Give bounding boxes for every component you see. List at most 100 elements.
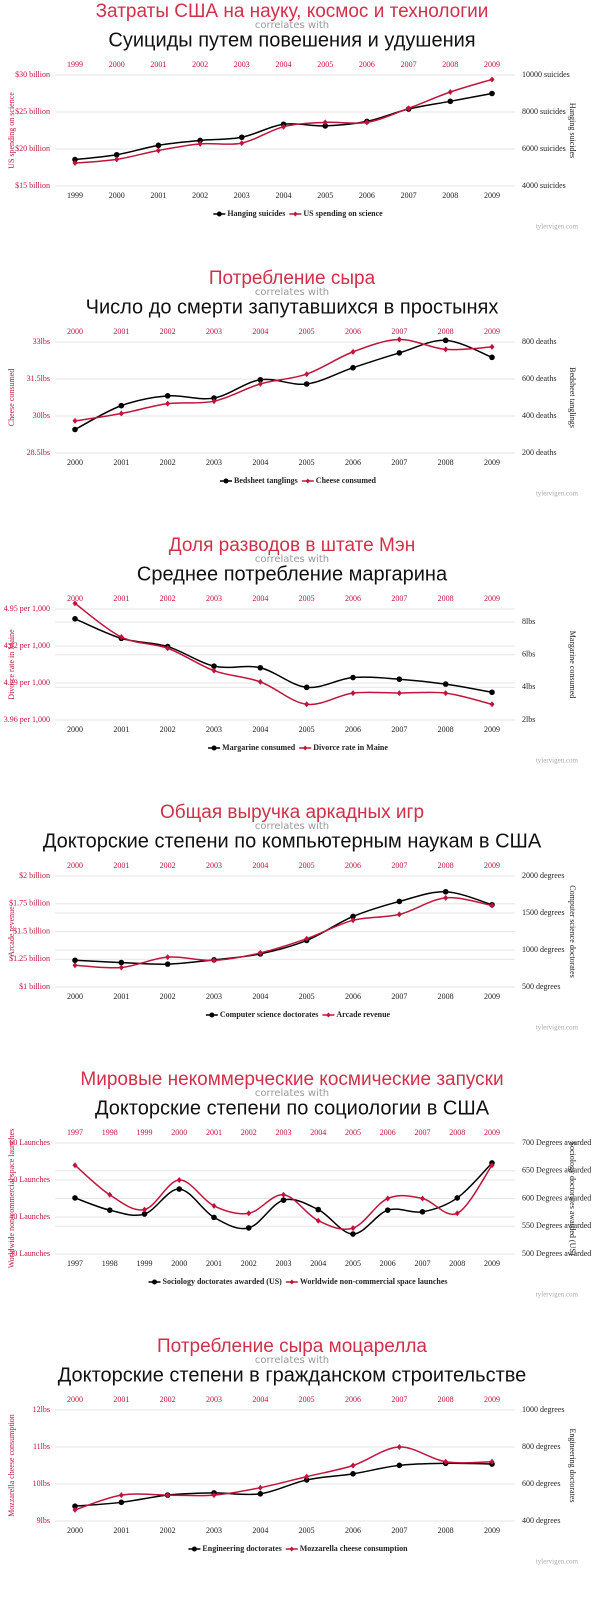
point — [197, 137, 203, 144]
point — [304, 935, 310, 942]
series-line — [74, 338, 493, 422]
point — [72, 156, 78, 163]
x-tick-label: 2002 — [241, 1259, 257, 1268]
legend: Hanging suicides US spending on science — [213, 209, 383, 218]
y-tick-label: 1000 degrees — [522, 945, 564, 954]
point — [211, 1214, 217, 1221]
x-tick-label: 2004 — [252, 725, 268, 734]
legend-label: Sociology doctorates awarded (US) — [163, 1277, 283, 1286]
point — [350, 348, 356, 355]
point — [72, 1506, 78, 1513]
point — [315, 1206, 322, 1213]
x-tick-label-top: 1999 — [67, 60, 83, 69]
point — [165, 645, 171, 652]
point — [420, 1195, 425, 1202]
x-tick-label: 2000 — [109, 191, 125, 200]
y-tick-label: 4.62 per 1,000 — [4, 641, 50, 650]
series-line — [74, 1446, 493, 1511]
point — [489, 76, 495, 83]
x-tick-label-top: 2002 — [160, 327, 176, 336]
connector-text: correlates with — [255, 1088, 329, 1099]
y-tick-label: 33lbs — [33, 337, 50, 346]
x-tick-label-top: 2007 — [391, 594, 407, 603]
y2-axis-title: Engineering doctorates — [568, 1429, 577, 1503]
x-tick-label: 2002 — [160, 725, 176, 734]
point — [489, 1458, 495, 1465]
chart-title: Общая выручка аркадных игр — [160, 802, 424, 823]
y-tick-label: $1.5 billion — [13, 926, 50, 935]
y-tick-label: 1000 degrees — [522, 1405, 564, 1414]
y-tick-label: 400 deaths — [522, 411, 556, 420]
point — [281, 123, 286, 130]
point — [322, 123, 329, 129]
x-tick-label-top: 2006 — [380, 1128, 396, 1137]
y-tick-label: 700 Degrees awarded — [522, 1138, 591, 1147]
x-tick-label-top: 2009 — [484, 327, 500, 336]
x-tick-label: 2002 — [160, 1526, 176, 1535]
point — [350, 1225, 356, 1232]
point — [396, 350, 403, 356]
x-tick-label: 2000 — [171, 1259, 187, 1268]
x-tick-label-top: 2007 — [391, 861, 407, 870]
y-tick-label: 4.95 per 1,000 — [4, 604, 50, 613]
point — [118, 1499, 125, 1506]
legend-label: Cheese consumed — [316, 476, 377, 485]
x-tick-label: 2003 — [206, 992, 222, 1001]
legend: Computer science doctorates Arcade revenu… — [205, 1010, 391, 1019]
y-tick-label: $20 billion — [15, 144, 50, 153]
point — [443, 894, 449, 901]
watermark: tylervigen.com — [536, 1291, 579, 1299]
point — [396, 336, 402, 343]
point — [442, 337, 449, 344]
y-tick-label: 550 Degrees awarded — [522, 1221, 591, 1230]
x-tick-label: 2004 — [276, 191, 292, 200]
y-tick-label: 31.5lbs — [27, 374, 50, 383]
series-line — [74, 891, 493, 965]
x-tick-label: 2001 — [113, 725, 129, 734]
x-tick-label: 2006 — [345, 458, 361, 467]
y-axis-title: Worldwide non-commercial space launches — [7, 1129, 16, 1269]
point — [211, 1492, 217, 1499]
x-tick-label-top: 2002 — [160, 861, 176, 870]
y-tick-label: 6lbs — [522, 650, 535, 659]
x-tick-label-top: 2009 — [484, 1128, 500, 1137]
x-tick-label: 2009 — [484, 1526, 500, 1535]
x-tick-label-top: 2001 — [150, 60, 166, 69]
y-tick-label: 30 Launches — [9, 1249, 50, 1258]
x-tick-label: 2009 — [484, 458, 500, 467]
y-tick-label: $1 billion — [19, 982, 50, 991]
x-tick-label-top: 2000 — [67, 327, 83, 336]
x-tick-label-top: 2006 — [345, 1395, 361, 1404]
connector-text: correlates with — [255, 1355, 329, 1366]
x-tick-label: 1998 — [102, 1259, 118, 1268]
connector-text: correlates with — [255, 20, 329, 31]
point — [280, 1197, 287, 1203]
point — [107, 1191, 113, 1198]
y-tick-label: 500 degrees — [522, 982, 560, 991]
point — [489, 354, 495, 361]
point — [257, 1491, 264, 1497]
point — [315, 1217, 321, 1224]
watermark: tylervigen.com — [536, 1024, 579, 1032]
point — [396, 690, 402, 697]
x-tick-label-top: 2009 — [484, 60, 500, 69]
y-axis-title: Divorce rate in Maine — [7, 629, 16, 700]
point — [155, 142, 162, 149]
chart-title: Потребление сыра — [209, 268, 376, 289]
legend-marker — [223, 478, 229, 484]
point — [303, 381, 310, 387]
point — [489, 90, 495, 97]
point — [489, 1162, 495, 1169]
legend: Bedsheet tanglings Cheese consumed — [219, 476, 377, 485]
x-tick-label: 2006 — [345, 992, 361, 1001]
point — [176, 1186, 183, 1192]
chart-title: Доля разводов в штате Мэн — [169, 535, 415, 556]
point — [72, 957, 78, 964]
x-tick-label: 2005 — [299, 1526, 315, 1535]
x-tick-label-top: 2009 — [484, 594, 500, 603]
x-tick-label: 2005 — [345, 1259, 361, 1268]
x-tick-label-top: 2001 — [113, 594, 129, 603]
legend-marker — [209, 1012, 215, 1018]
point — [165, 1492, 171, 1499]
x-tick-label-top: 2004 — [252, 1395, 268, 1404]
